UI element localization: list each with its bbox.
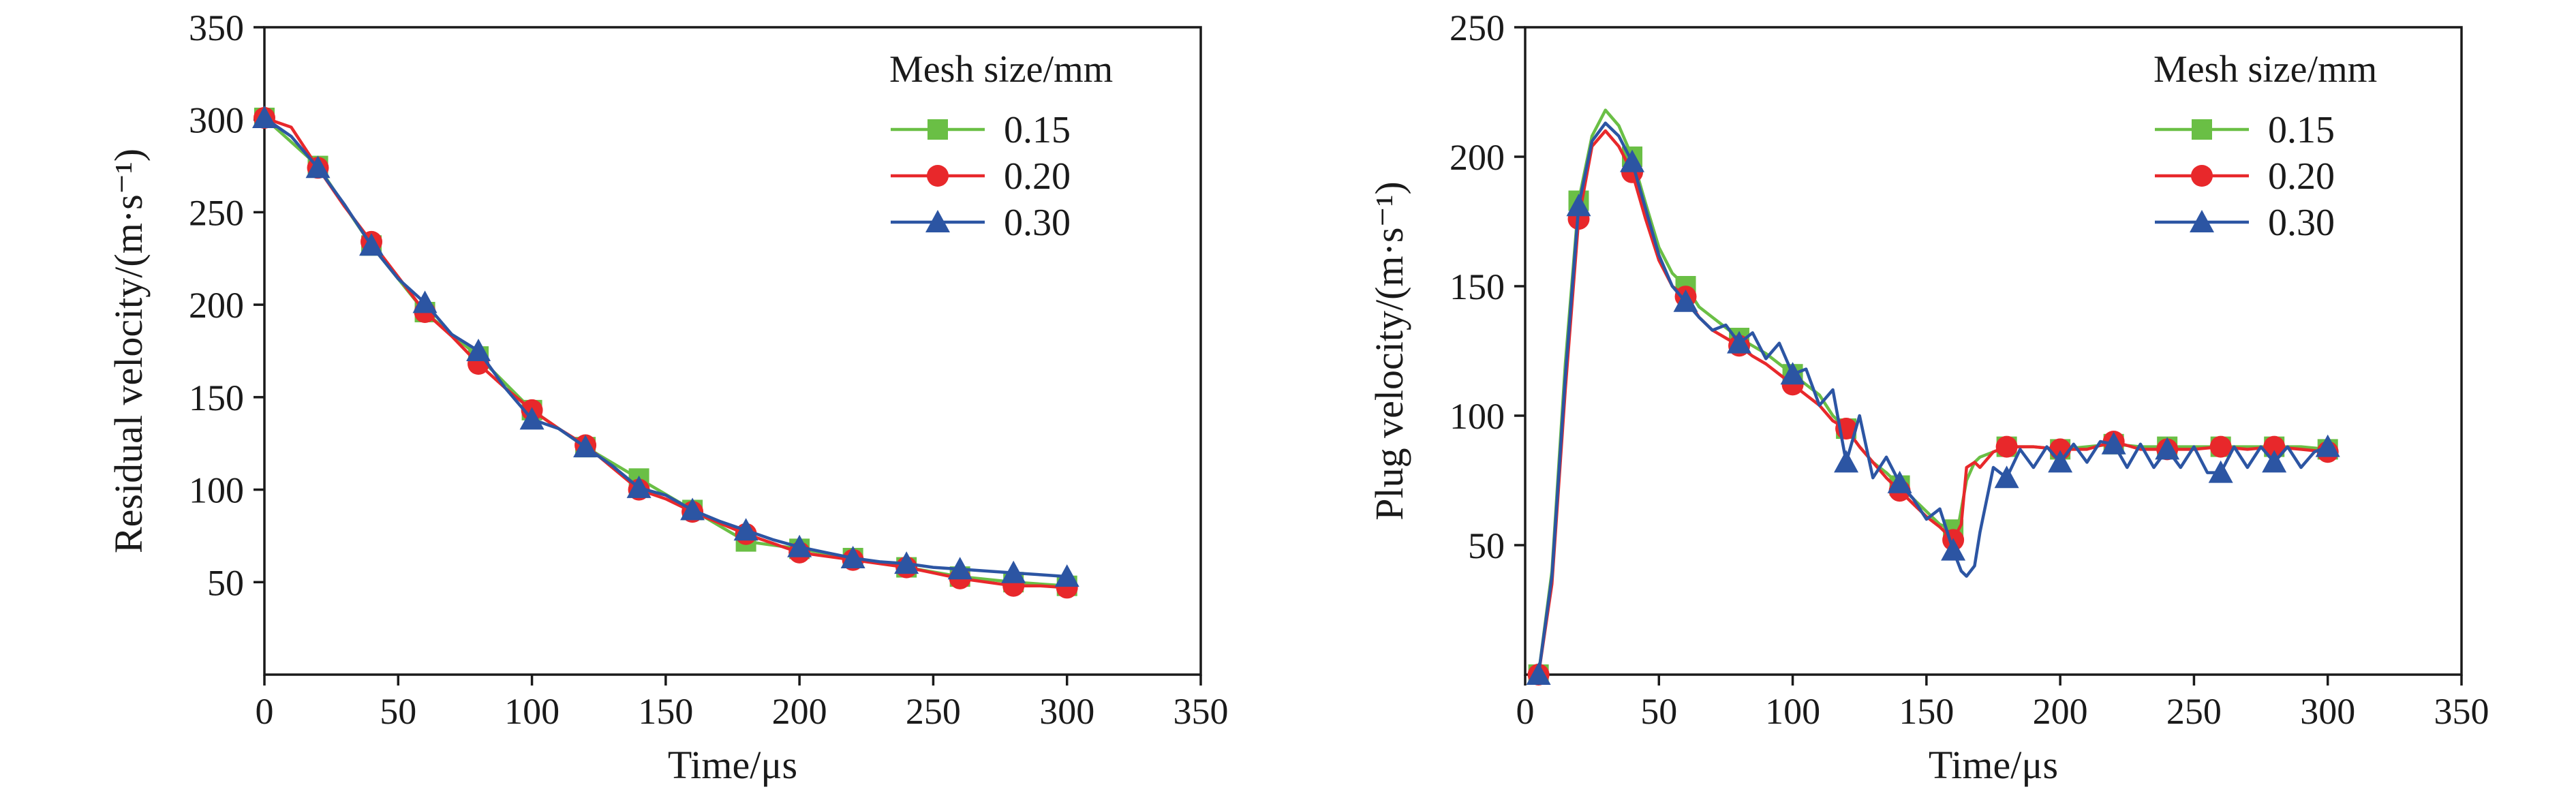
series-0.15: [254, 108, 1077, 596]
data-point: [2048, 450, 2073, 473]
legend-marker: [925, 210, 950, 232]
legend-marker: [927, 119, 948, 140]
x-axis-title: Time/μs: [1929, 743, 2058, 787]
data-point: [1526, 662, 1551, 685]
residual-velocity-chart: 0 50 100 150 200 250 300 350 50 100 150 200 250 300 35…: [106, 7, 1229, 787]
data-point: [519, 407, 545, 430]
data-point: [2262, 450, 2287, 473]
data-point: [1887, 470, 1912, 493]
data-point: [1995, 435, 2018, 458]
x-tick-label: 300: [2300, 691, 2355, 732]
y-tick-label: 350: [189, 7, 244, 48]
legend-marker: [2191, 165, 2213, 187]
data-point: [1834, 450, 1859, 473]
x-tick-label: 50: [1640, 691, 1677, 732]
data-point: [1001, 560, 1026, 583]
legend-title: Mesh size/mm: [889, 48, 1113, 91]
y-tick-label: 150: [189, 378, 244, 418]
x-tick-label: 200: [772, 691, 827, 732]
legend-label: 0.15: [1004, 109, 1071, 151]
series-line: [1537, 129, 2329, 677]
legend: Mesh size/mm 0.150.200.30: [889, 48, 1113, 244]
series-0.15: [1528, 108, 2338, 685]
y-tick-label: 200: [1450, 137, 1505, 178]
data-point: [2209, 435, 2232, 458]
x-tick-label: 350: [1174, 691, 1229, 732]
data-point: [1941, 538, 1966, 561]
legend-label: 0.20: [2268, 155, 2335, 198]
x-tick-label: 200: [2033, 691, 2088, 732]
series-0.30: [252, 106, 1079, 587]
legend-label: 0.30: [2268, 202, 2335, 244]
x-tick-label: 300: [1039, 691, 1094, 732]
data-point: [1673, 289, 1698, 312]
data-point: [1994, 465, 2019, 489]
series-0.20: [254, 107, 1078, 599]
y-tick-label: 200: [189, 285, 244, 326]
data-point: [947, 557, 972, 580]
data-point: [2315, 434, 2340, 457]
x-tick-label: 0: [1516, 691, 1535, 732]
data-point: [466, 339, 491, 361]
data-point: [1620, 149, 1645, 172]
x-tick-label: 150: [638, 691, 693, 732]
series-line: [1537, 108, 2329, 677]
x-tick-label: 0: [256, 691, 274, 732]
data-point: [680, 497, 705, 521]
data-point: [2155, 437, 2180, 460]
legend: Mesh size/mm 0.150.200.30: [2153, 48, 2377, 244]
data-point: [2208, 460, 2233, 483]
legend-marker: [927, 165, 949, 187]
legend-label: 0.20: [1004, 155, 1071, 198]
y-tick-label: 250: [189, 192, 244, 233]
data-point: [412, 290, 438, 313]
y-tick-label: 50: [207, 562, 244, 603]
data-point: [1566, 194, 1591, 217]
y-axis-title: Residual velocity/(m·s⁻¹): [106, 149, 151, 553]
y-axis-title: Plug velocity/(m·s⁻¹): [1367, 181, 1411, 520]
data-point: [787, 534, 812, 557]
data-point: [359, 233, 384, 256]
legend-marker: [2190, 210, 2214, 232]
x-tick-label: 50: [380, 691, 416, 732]
plot-frame: [263, 26, 1202, 676]
x-tick-label: 250: [906, 691, 961, 732]
plot-frame: [1524, 26, 2463, 676]
data-point: [252, 106, 277, 128]
data-point: [1780, 362, 1805, 385]
y-tick-label: 250: [1450, 7, 1505, 48]
data-point: [305, 155, 331, 179]
y-tick-label: 150: [1450, 266, 1505, 307]
legend-title: Mesh size/mm: [2153, 48, 2377, 91]
data-point: [2263, 435, 2286, 458]
legend-label: 0.30: [1004, 202, 1071, 244]
y-tick-label: 300: [189, 100, 244, 141]
y-tick-label: 100: [189, 470, 244, 511]
x-tick-label: 350: [2434, 691, 2489, 732]
data-point: [894, 551, 919, 574]
x-tick-label: 250: [2166, 691, 2222, 732]
legend-marker: [2192, 119, 2212, 140]
series-line: [1537, 121, 2329, 677]
data-point: [573, 435, 598, 458]
series-line: [262, 116, 1069, 587]
data-point: [733, 518, 758, 541]
data-point: [1054, 564, 1079, 587]
x-tick-label: 100: [504, 691, 559, 732]
series-line: [262, 116, 1069, 589]
plug-velocity-chart: 0 50 100 150 200 250 300 350 50 100 150 200 250 Time/…: [1367, 7, 2489, 787]
y-tick-label: 100: [1450, 396, 1505, 437]
data-point: [1727, 330, 1752, 354]
y-tick-label: 50: [1468, 525, 1505, 566]
data-point: [840, 546, 865, 568]
x-tick-label: 150: [1899, 691, 1954, 732]
legend-label: 0.15: [2268, 109, 2335, 151]
data-point: [2101, 431, 2126, 455]
x-tick-label: 100: [1765, 691, 1820, 732]
data-point: [626, 475, 651, 498]
x-axis-title: Time/μs: [668, 743, 797, 787]
series-0.30: [1526, 121, 2340, 685]
series-line: [262, 116, 1069, 579]
